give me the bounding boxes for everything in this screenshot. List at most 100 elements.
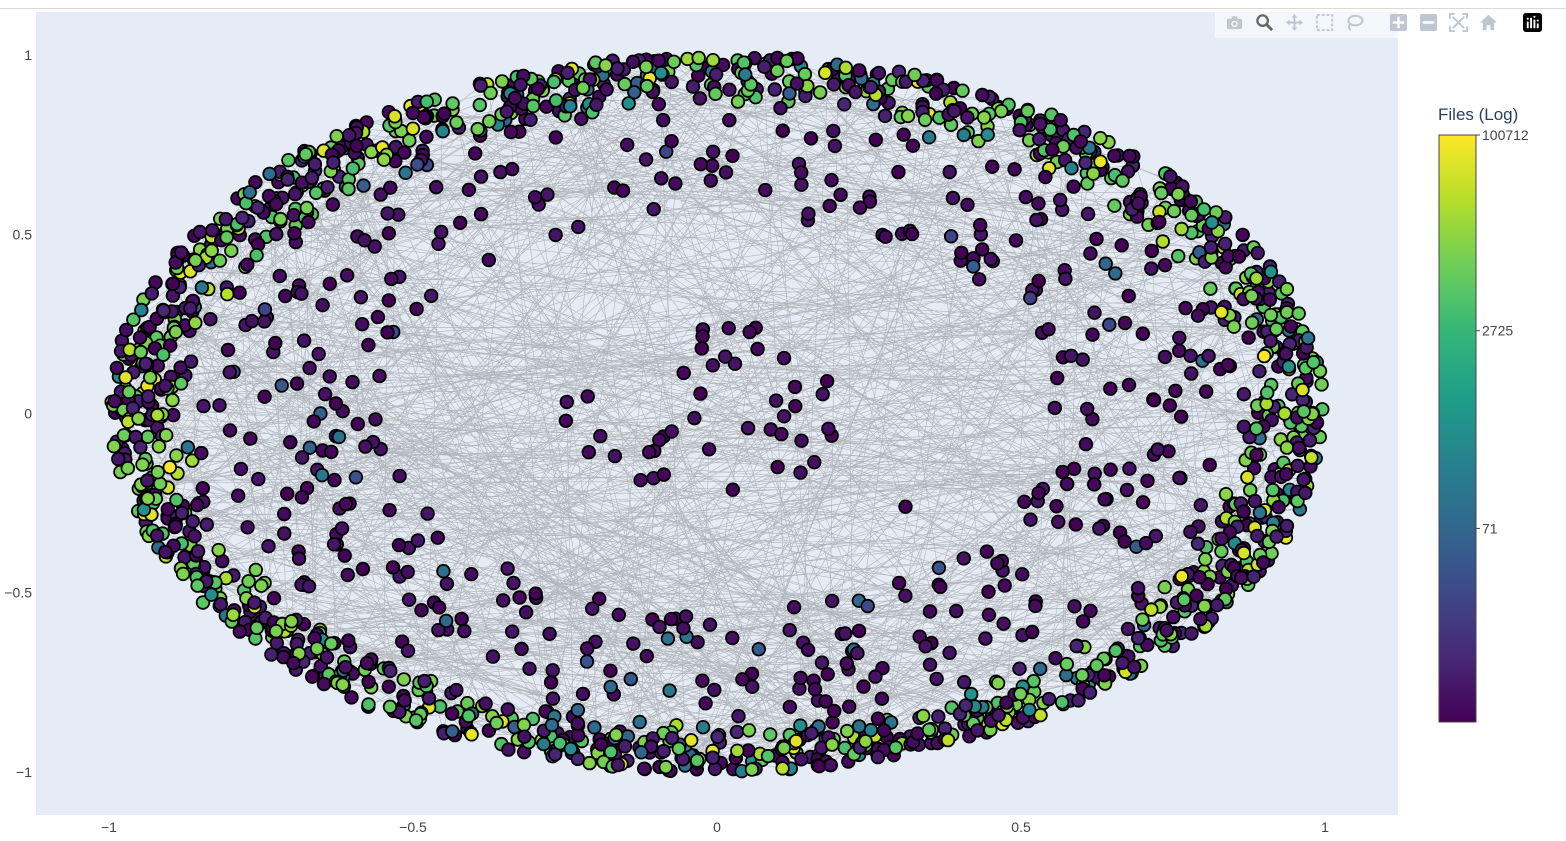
graph-node[interactable] [1178,300,1193,316]
graph-node[interactable] [807,682,823,697]
graph-node[interactable] [485,649,501,664]
graph-node[interactable] [151,439,167,454]
graph-node[interactable] [922,657,938,672]
graph-node[interactable] [633,473,648,488]
graph-node[interactable] [140,473,155,488]
graph-node[interactable] [1203,240,1219,255]
graph-node[interactable] [940,732,956,748]
graph-node[interactable] [380,206,395,221]
graph-node[interactable] [464,727,479,742]
graph-node[interactable] [204,243,219,258]
graph-node[interactable] [307,156,323,172]
graph-node[interactable] [763,727,778,742]
graph-node[interactable] [718,165,734,180]
graph-node[interactable] [257,302,273,317]
graph-node[interactable] [1291,440,1307,456]
graph-node[interactable] [617,739,633,754]
graph-node[interactable] [705,144,721,160]
graph-node[interactable] [1231,249,1247,264]
graph-node[interactable] [1083,246,1098,261]
graph-node[interactable] [158,544,173,560]
graph-node[interactable] [1159,623,1174,638]
graph-node[interactable] [1041,322,1056,337]
graph-node[interactable] [789,76,805,91]
graph-node[interactable] [905,138,921,153]
graph-node[interactable] [710,729,725,745]
graph-node[interactable] [666,54,682,70]
graph-node[interactable] [1068,517,1084,532]
download-plot-button[interactable] [1221,12,1247,38]
graph-node[interactable] [355,317,370,332]
graph-node[interactable] [1150,442,1165,457]
graph-node[interactable] [1017,494,1032,510]
graph-node[interactable] [527,190,543,205]
graph-node[interactable] [194,280,210,295]
graph-node[interactable] [1055,464,1070,480]
graph-node[interactable] [384,271,399,287]
graph-node[interactable] [1032,116,1048,132]
graph-node[interactable] [1031,273,1046,289]
graph-node[interactable] [922,604,938,619]
graph-node[interactable] [839,656,855,671]
graph-node[interactable] [268,335,283,351]
graph-node[interactable] [738,67,753,82]
graph-node[interactable] [775,123,791,138]
graph-node[interactable] [1120,621,1136,637]
graph-node[interactable] [1045,142,1060,157]
graph-node[interactable] [473,206,489,222]
graph-node[interactable] [499,104,515,119]
graph-node[interactable] [546,74,562,90]
graph-node[interactable] [788,734,804,749]
graph-node[interactable] [1281,359,1297,374]
graph-node[interactable] [718,349,733,364]
graph-node[interactable] [544,717,560,733]
graph-node[interactable] [175,566,191,582]
graph-node[interactable] [131,411,146,426]
graph-node[interactable] [1050,514,1066,530]
graph-node[interactable] [1135,612,1150,627]
graph-node[interactable] [745,679,760,694]
graph-node[interactable] [1115,655,1130,671]
graph-node[interactable] [294,286,309,301]
graph-node[interactable] [1300,331,1316,346]
graph-node[interactable] [133,440,148,455]
graph-node[interactable] [513,77,528,93]
graph-node[interactable] [461,182,477,198]
graph-node[interactable] [269,197,284,212]
graph-node[interactable] [942,645,957,661]
graph-node[interactable] [337,548,352,563]
graph-node[interactable] [607,448,623,464]
graph-node[interactable] [687,410,702,426]
graph-node[interactable] [188,253,203,268]
graph-node[interactable] [1144,243,1160,259]
graph-node[interactable] [1236,545,1252,561]
graph-node[interactable] [281,152,296,168]
graph-node[interactable] [708,67,724,82]
graph-node[interactable] [280,172,295,187]
graph-node[interactable] [1271,500,1286,515]
graph-node[interactable] [493,164,508,180]
graph-node[interactable] [678,609,694,624]
graph-node[interactable] [400,564,415,580]
graph-node[interactable] [140,491,156,506]
graph-node[interactable] [431,622,446,638]
graph-node[interactable] [579,654,595,669]
graph-node[interactable] [1089,658,1104,673]
graph-node[interactable] [827,138,843,154]
graph-node[interactable] [773,100,788,116]
graph-node[interactable] [500,561,515,576]
graph-node[interactable] [851,623,867,639]
graph-node[interactable] [188,315,203,331]
graph-node[interactable] [976,110,992,125]
graph-node[interactable] [449,115,464,130]
graph-node[interactable] [1233,570,1249,585]
graph-node[interactable] [1097,668,1112,683]
graph-node[interactable] [439,613,454,629]
graph-node[interactable] [268,624,284,639]
graph-node[interactable] [840,723,855,739]
graph-node[interactable] [1279,281,1295,297]
graph-node[interactable] [730,94,746,109]
graph-node[interactable] [247,595,262,610]
graph-node[interactable] [1209,598,1225,613]
graph-node[interactable] [1038,169,1053,185]
